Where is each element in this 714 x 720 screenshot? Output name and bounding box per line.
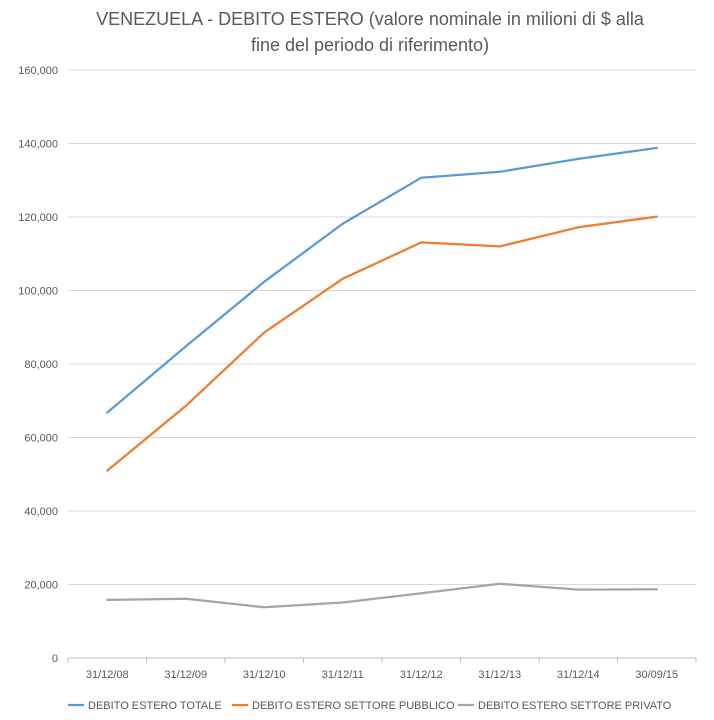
y-tick-label: 80,000 [24, 359, 58, 371]
y-tick-label: 20,000 [24, 580, 58, 592]
y-tick-label: 60,000 [24, 433, 58, 445]
x-axis: 31/12/08 31/12/09 31/12/10 31/12/11 31/12/12… [67, 657, 697, 681]
x-tick-label: 31/12/14 [557, 669, 600, 681]
x-tick-label: 31/12/10 [243, 669, 286, 681]
legend: DEBITO ESTERO TOTALE DEBITO ESTERO SETTOR… [68, 700, 672, 712]
chart-title-line-2: fine del periodo di riferimento) [250, 35, 490, 55]
x-tick-label: 31/12/08 [86, 669, 129, 681]
y-tick-label: 160,000 [18, 65, 58, 77]
series-line-1 [106, 146, 658, 414]
y-axis-ticks: 0 20,000 40,000 60,000 80,000 100,000 120,000 1… [18, 65, 58, 665]
chart-title: VENEZUELA - DEBITO ESTERO (valore nomina… [60, 6, 680, 58]
x-tick-label: 31/12/12 [400, 669, 443, 681]
y-tick-label: 0 [52, 653, 58, 665]
y-tick-label: 140,000 [18, 139, 58, 151]
x-tick-label: 30/09/15 [635, 669, 678, 681]
legend-label-2: DEBITO ESTERO SETTORE PUBBLICO [252, 700, 455, 712]
grid-lines [68, 69, 696, 585]
y-tick-label: 120,000 [18, 212, 58, 224]
legend-label-1: DEBITO ESTERO TOTALE [88, 700, 222, 712]
x-tick-label: 31/12/11 [322, 669, 364, 681]
x-tick-label: 31/12/13 [478, 669, 521, 681]
x-tick-label: 31/12/09 [164, 669, 207, 681]
series-line-3 [106, 582, 658, 609]
y-tick-label: 40,000 [24, 506, 58, 518]
series-lines [106, 146, 658, 609]
chart-title-line-1: VENEZUELA - DEBITO ESTERO (valore nomina… [96, 9, 644, 29]
y-tick-label: 100,000 [18, 286, 58, 298]
legend-label-3: DEBITO ESTERO SETTORE PRIVATO [478, 700, 672, 712]
series-line-2 [106, 215, 658, 472]
